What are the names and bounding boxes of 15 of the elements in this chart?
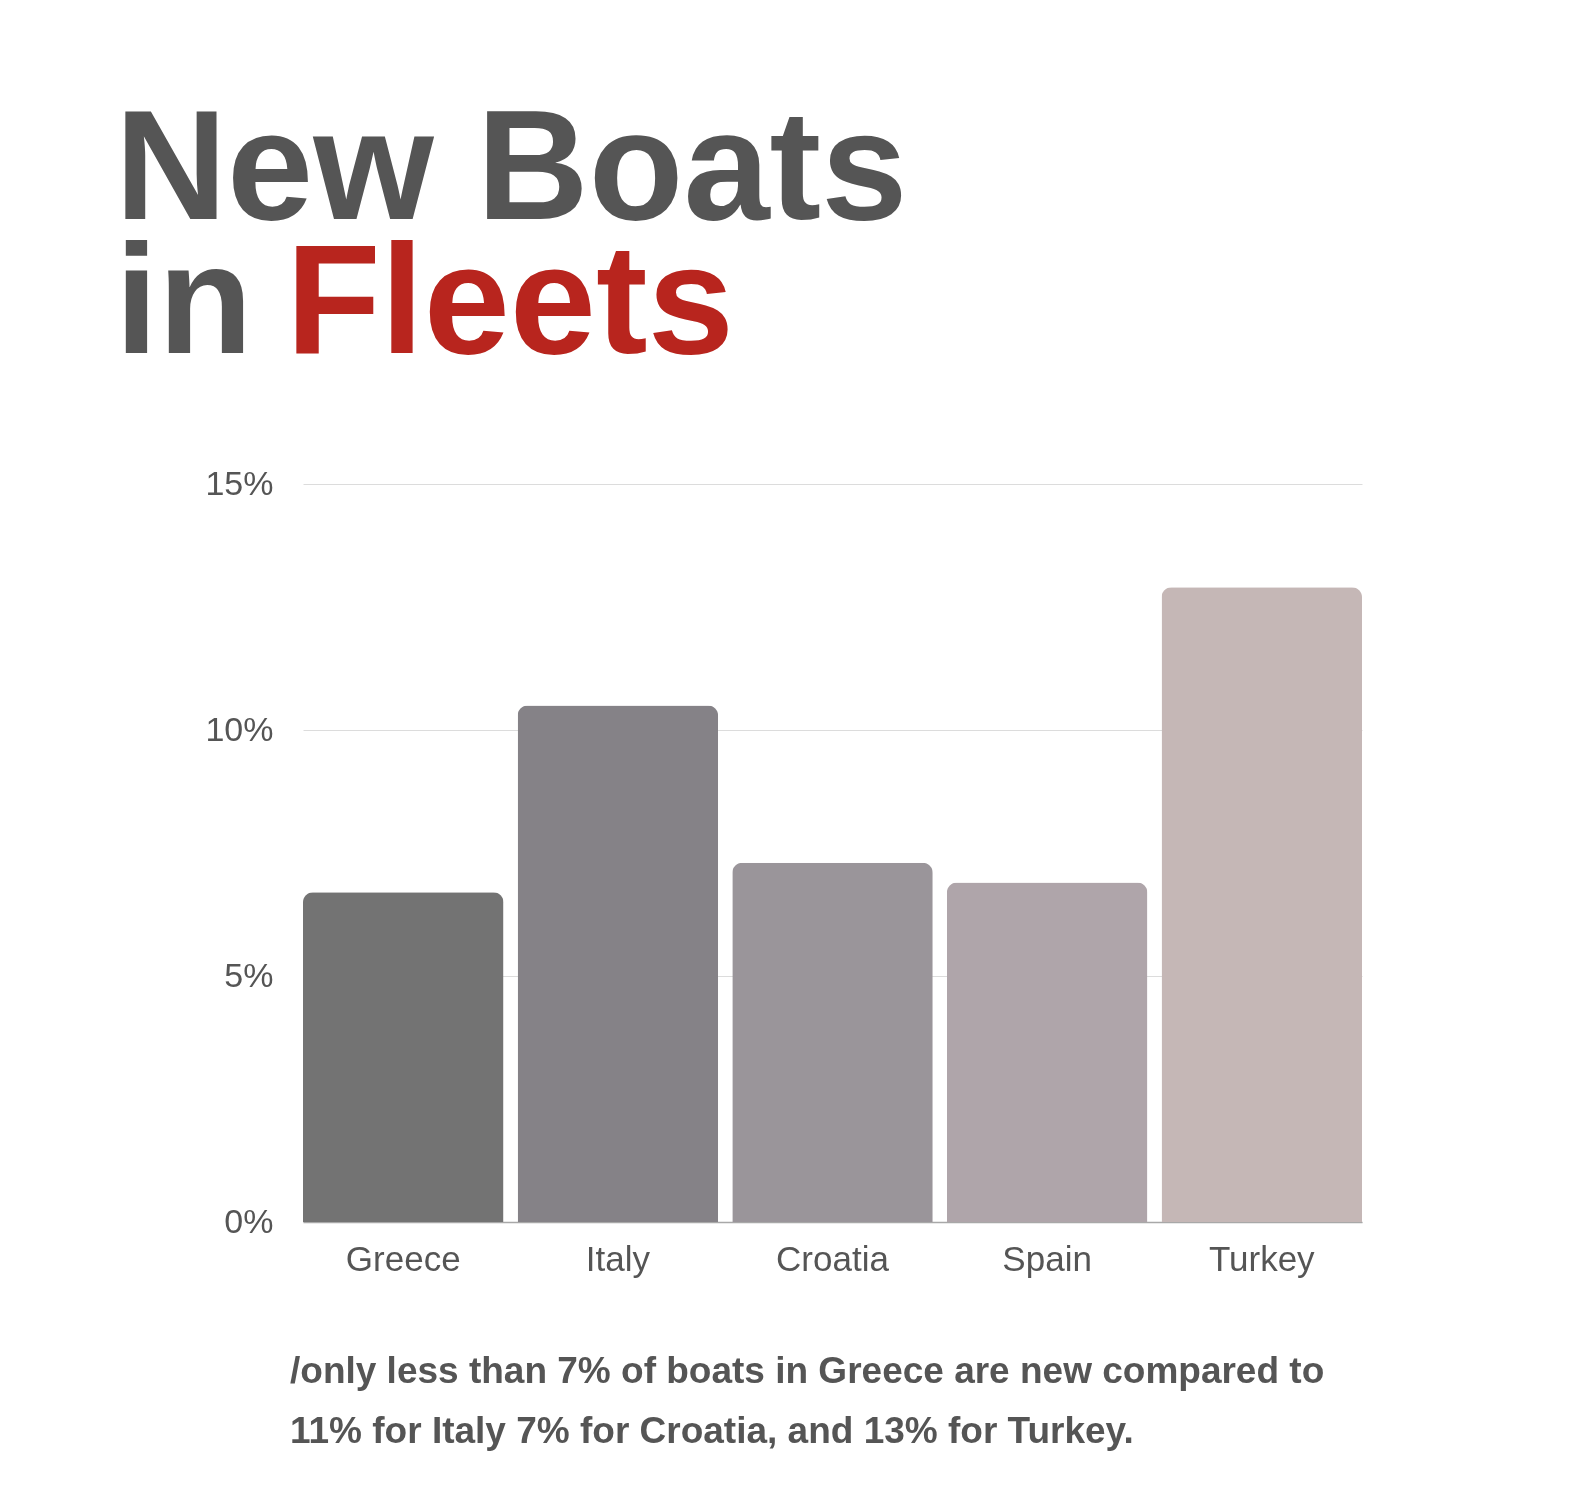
y-tick-label: 5% — [224, 955, 274, 994]
bar — [303, 892, 504, 1222]
chart-title: New Boats in Fleets — [115, 79, 908, 386]
bar — [517, 705, 719, 1222]
bar — [732, 862, 933, 1222]
x-tick-label: Croatia — [776, 1238, 890, 1278]
x-tick-label: Spain — [1002, 1238, 1092, 1278]
bar — [1161, 587, 1362, 1222]
x-tick-label: Italy — [585, 1238, 651, 1278]
x-tick-label: Turkey — [1208, 1238, 1316, 1278]
x-tick-label: Greece — [345, 1238, 461, 1278]
y-tick-label: 15% — [205, 463, 274, 502]
text: /only less than 7% of boats in Greece are new compared to 11% for Italy 7% for Croatia, and 13% for Turkey. — [290, 1350, 1325, 1451]
y-tick-label: 0% — [224, 1201, 274, 1240]
y-tick-label: 10% — [205, 709, 274, 748]
